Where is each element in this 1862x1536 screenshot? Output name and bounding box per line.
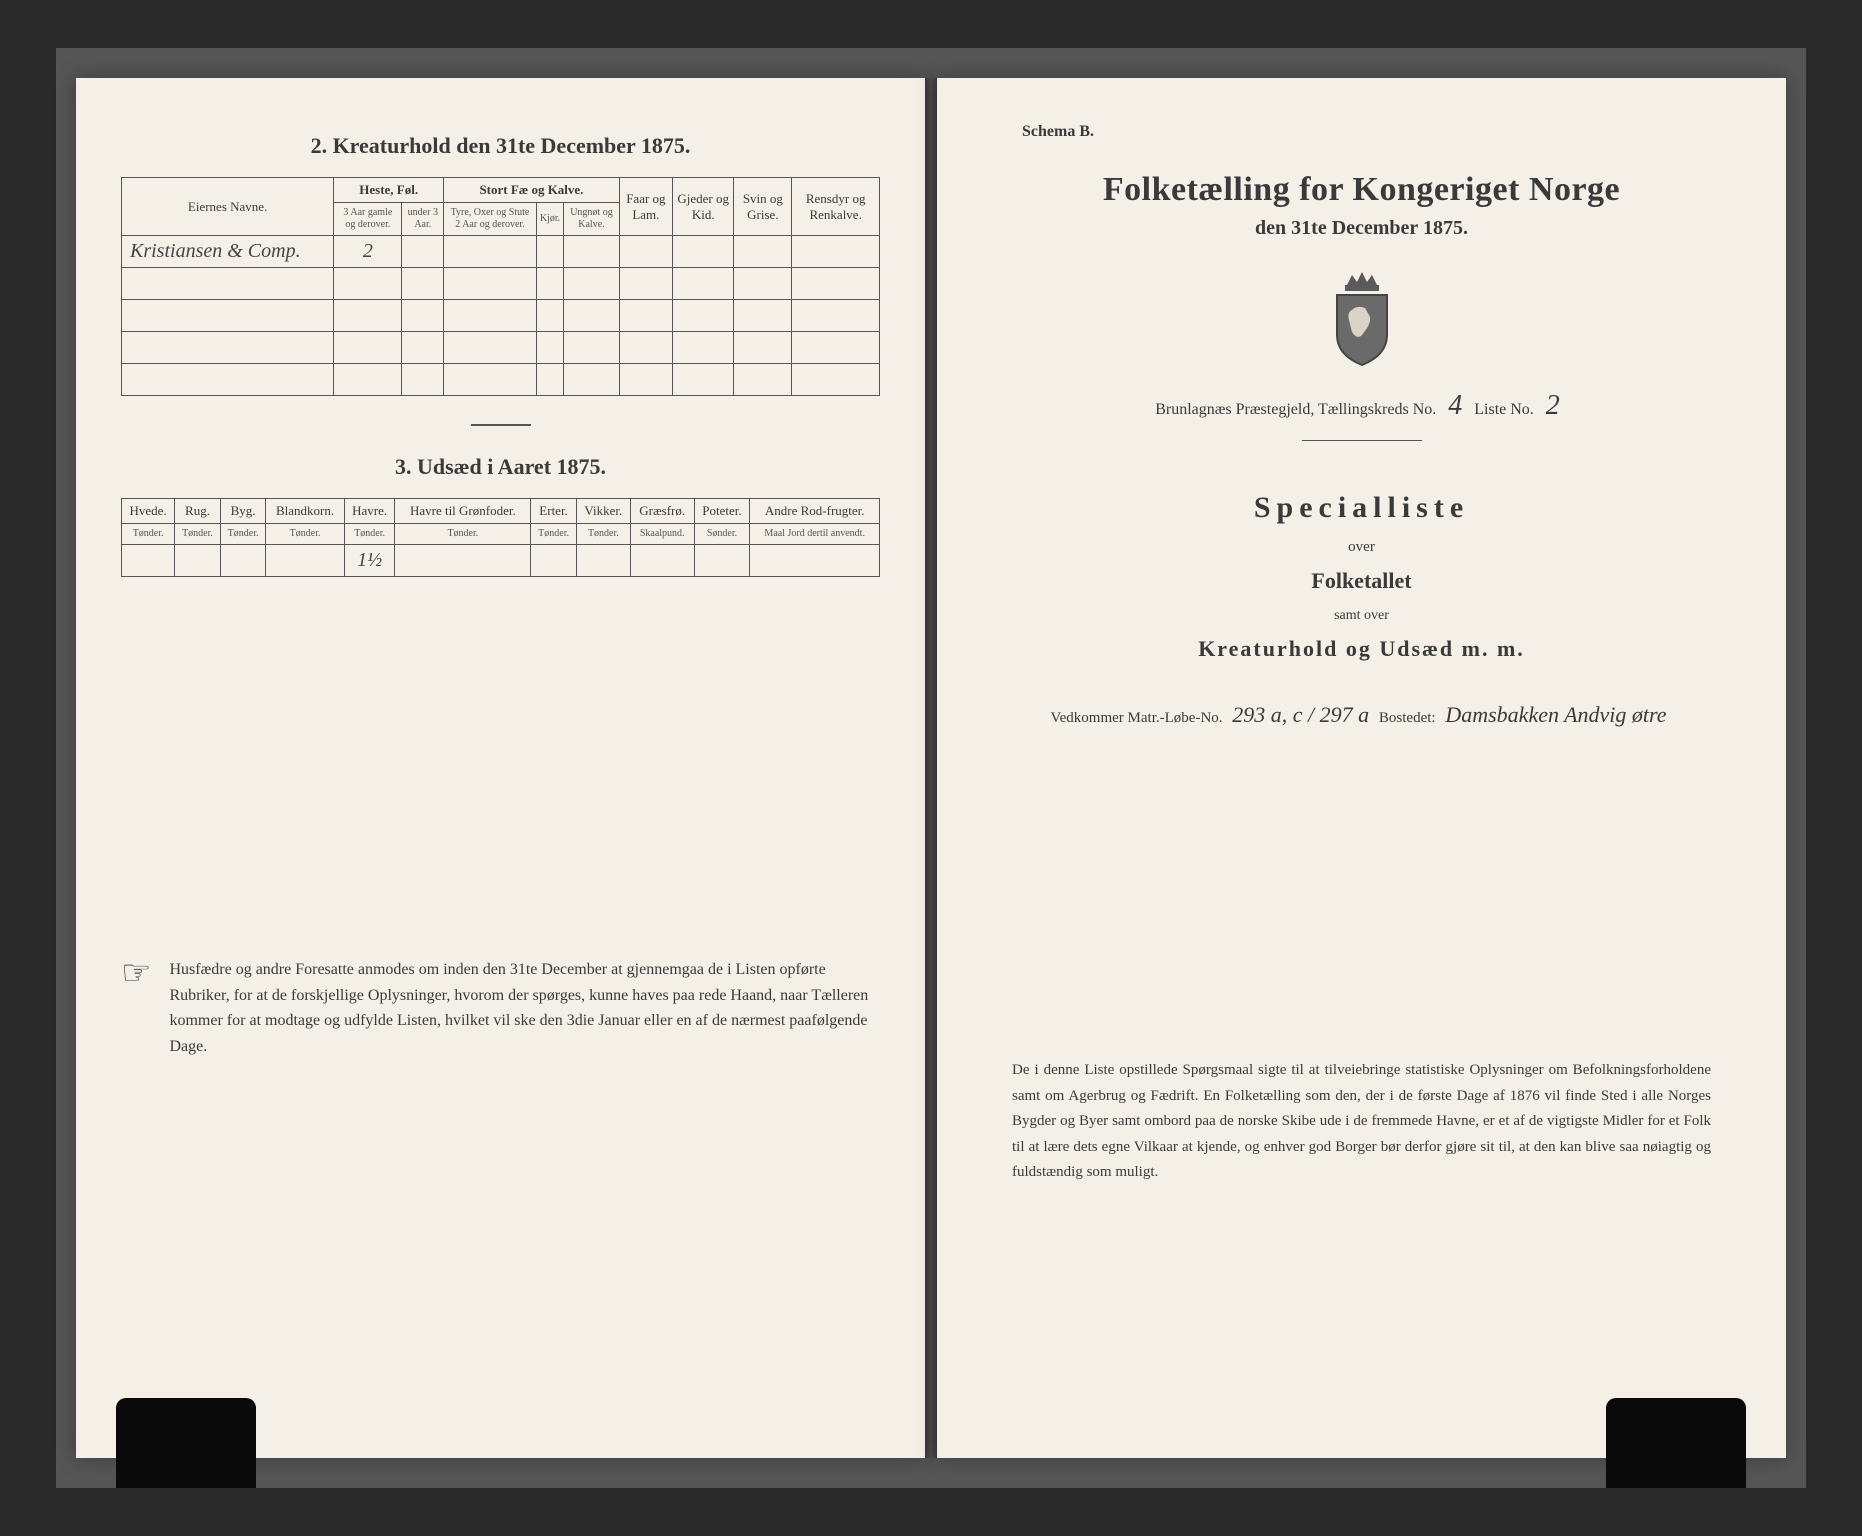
u5: Tønder. [344,524,395,545]
c7: Erter. [531,499,577,524]
u9: Skaalpund. [630,524,694,545]
grp-stort: Stort Fæ og Kalve. [444,178,620,203]
c11: Andre Rod-frugter. [750,499,880,524]
parish-label: Brunlagnæs Præstegjeld, Tællingskreds No… [1155,401,1436,418]
sub-title: den 31te December 1875. [982,217,1741,240]
c9: Græsfrø. [630,499,694,524]
schema-label: Schema B. [1022,123,1741,141]
c4: Blandkorn. [266,499,344,524]
book-spread: 2. Kreaturhold den 31te December 1875. E… [56,48,1806,1488]
sub-h2: under 3 Aar. [402,203,444,236]
c2: Rug. [175,499,221,524]
sub-s3: Ungnøt og Kalve. [564,203,620,236]
u11: Maal Jord dertil anvendt. [750,524,880,545]
section2-title: 2. Kreaturhold den 31te December 1875. [121,133,880,159]
bostedet: Damsbakken Andvig øtre [1439,702,1672,727]
samt-over: samt over [982,608,1741,624]
c10: Poteter. [694,499,750,524]
liste-label: Liste No. [1474,401,1534,418]
u3: Tønder. [220,524,266,545]
binder-clip-right [1606,1398,1746,1488]
grp-heste: Heste, Føl. [334,178,444,203]
u6: Tønder. [395,524,531,545]
row1-name: Kristiansen & Comp. [122,236,334,268]
kreaturhold-table: Eiernes Navne. Heste, Føl. Stort Fæ og K… [121,177,880,396]
table-row: 1½ [122,545,880,577]
parish-line: Brunlagnæs Præstegjeld, Tællingskreds No… [982,390,1741,422]
folketallet: Folketallet [982,568,1741,594]
left-footnote: ☞ Husfædre og andre Foresatte anmodes om… [121,957,880,1059]
grp-rens: Rensdyr og Renkalve. [792,178,880,236]
u8: Tønder. [576,524,630,545]
rule [1302,440,1422,441]
right-page: Schema B. Folketælling for Kongeriget No… [937,78,1786,1458]
table-row [122,332,880,364]
table-row: Kristiansen & Comp. 2 [122,236,880,268]
u4: Tønder. [266,524,344,545]
binder-clip-left [116,1398,256,1488]
grp-svin: Svin og Grise. [734,178,792,236]
sub-s1: Tyre, Oxer og Stute 2 Aar og derover. [444,203,537,236]
main-title: Folketælling for Kongeriget Norge [982,171,1741,209]
row1-heste1: 2 [334,236,402,268]
table-row [122,364,880,396]
pointing-hand-icon: ☞ [121,957,151,1059]
bostedet-label: Bostedet: [1379,710,1436,726]
book-spine [925,78,937,1458]
right-footnote: De i denne Liste opstillede Spørgsmaal s… [982,1058,1741,1186]
matr-no: 293 a, c / 297 a [1226,702,1375,727]
vedk-label: Vedkommer Matr.-Løbe-No. [1050,710,1222,726]
u10: Sønder. [694,524,750,545]
table-row [122,268,880,300]
table-row [122,300,880,332]
u1: Tønder. [122,524,175,545]
u2: Tønder. [175,524,221,545]
c6: Havre til Grønfoder. [395,499,531,524]
u7: Tønder. [531,524,577,545]
coat-of-arms-icon [1317,270,1407,370]
c8: Vikker. [576,499,630,524]
c3: Byg. [220,499,266,524]
kreds-no: 4 [1440,390,1470,421]
left-page: 2. Kreaturhold den 31te December 1875. E… [76,78,925,1458]
section3-title: 3. Udsæd i Aaret 1875. [121,454,880,480]
sub-s2: Kjør. [536,203,563,236]
liste-no: 2 [1538,390,1568,421]
kreaturhold-line: Kreaturhold og Udsæd m. m. [982,636,1741,662]
left-note-text: Husfædre og andre Foresatte anmodes om i… [169,957,880,1059]
grp-faar: Faar og Lam. [619,178,672,236]
c1: Hvede. [122,499,175,524]
col-eier: Eiernes Navne. [122,178,334,236]
c5: Havre. [344,499,395,524]
divider [471,424,531,426]
udsaed-table: Hvede. Rug. Byg. Blandkorn. Havre. Havre… [121,498,880,577]
grp-gjeder: Gjeder og Kid. [673,178,734,236]
over: over [982,539,1741,556]
vedkommer-line: Vedkommer Matr.-Løbe-No. 293 a, c / 297 … [982,702,1741,728]
sub-h1: 3 Aar gamle og derover. [334,203,402,236]
row-havre: 1½ [344,545,395,577]
specialliste-title: Specialliste [982,491,1741,525]
